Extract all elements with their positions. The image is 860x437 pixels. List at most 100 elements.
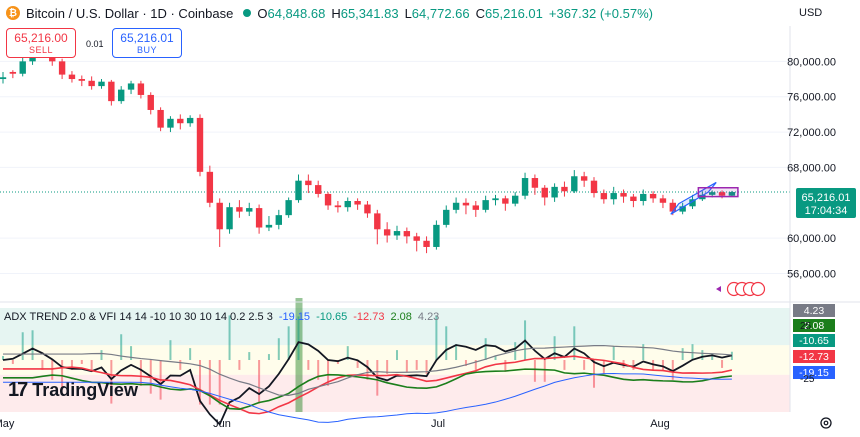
time-tick-label: Aug: [650, 418, 670, 430]
candle-body: [157, 109, 164, 128]
candle-body: [443, 209, 450, 225]
indicator-series: [2, 315, 733, 426]
candle-body: [246, 208, 253, 212]
indicator-badge: [793, 304, 835, 317]
candle-body: [433, 224, 440, 247]
spread-value: 0.01: [86, 39, 104, 49]
tradingview-logo[interactable]: 17 TradingView: [8, 379, 138, 402]
indicator-badge-value: 4.23: [804, 305, 825, 317]
time-axis[interactable]: May Jun Jul Aug: [0, 418, 670, 430]
candle-body: [659, 198, 667, 203]
candle-body: [709, 192, 716, 195]
indicator-legend[interactable]: ADX TREND 2.0 & VFI 14 14 -10 10 30 10 1…: [4, 311, 439, 323]
candle-body: [68, 74, 76, 80]
close-value: 65,216.01: [485, 5, 543, 21]
candle-body: [196, 117, 204, 172]
candle-body: [640, 193, 647, 202]
price-tick-label: 76,000.00: [787, 92, 836, 104]
change-value: +367.32 (+0.57%): [548, 5, 653, 21]
candle-body: [531, 178, 539, 188]
trend-drawing[interactable]: [670, 181, 766, 297]
symbol-header: ₿ Bitcoin / U.S. Dollar · 1D · Coinbase …: [0, 0, 790, 26]
indicator-badge: [793, 319, 835, 332]
current-price-badge: 65,216.01 17:04:34: [796, 188, 856, 218]
candle-body: [9, 71, 17, 74]
candle-body: [383, 229, 391, 236]
candle-body: [167, 118, 174, 128]
sell-button[interactable]: 65,216.00 SELL: [6, 28, 76, 58]
indicator-line: [3, 344, 732, 396]
candle-body: [423, 240, 430, 247]
indicator-badge-value: -12.73: [799, 351, 829, 363]
candle-body: [98, 81, 105, 87]
indicator-badge-value: -10.65: [799, 335, 829, 347]
indicator-badge: [793, 366, 835, 379]
candle-body: [472, 205, 479, 210]
time-tick-label: Jun: [213, 418, 231, 430]
candle-body: [295, 180, 302, 201]
bitcoin-icon: ₿: [6, 6, 20, 20]
time-tick-label: Jul: [431, 418, 445, 430]
candle-body: [0, 77, 7, 80]
candle-body: [206, 171, 214, 203]
candle-body: [728, 192, 736, 196]
indicator-value-2: -10.65: [316, 311, 348, 323]
close-label: C: [475, 5, 486, 21]
indicator-background: [0, 298, 790, 412]
candle-body: [482, 200, 489, 210]
price-axis[interactable]: 80,000.00 76,000.00 72,000.00 68,000.00 60,0…: [787, 56, 836, 280]
price-tick-label: 60,000.00: [787, 233, 836, 245]
rectangle-drawing[interactable]: [697, 186, 739, 198]
candle-body: [413, 236, 420, 241]
economic-event-icon[interactable]: [750, 281, 766, 297]
candle-body: [512, 195, 519, 204]
candle-body: [265, 224, 273, 228]
candle-body: [551, 186, 558, 198]
candle-body: [403, 231, 411, 237]
low-label: L: [404, 5, 412, 21]
sell-label: SELL: [28, 45, 54, 55]
symbol-title[interactable]: Bitcoin / U.S. Dollar · 1D · Coinbase: [26, 5, 234, 21]
candle-body: [58, 61, 66, 75]
candlestick-series: [0, 43, 736, 254]
candle-body: [118, 89, 125, 102]
buy-label: BUY: [136, 45, 157, 55]
candle-body: [620, 193, 627, 197]
candle-body: [127, 83, 135, 90]
indicator-tick-label: 25: [800, 321, 812, 332]
indicator-value-5: 4.23: [417, 311, 440, 323]
candle-body: [324, 193, 332, 206]
candle-body: [452, 202, 460, 210]
open-value: 64,848.68: [267, 5, 326, 21]
candle-body: [334, 205, 342, 208]
price-tick-label: 72,000.00: [787, 127, 836, 139]
candle-body: [502, 198, 509, 204]
indicator-tick-label: -25: [800, 374, 815, 385]
parallel-channel[interactable]: [670, 181, 717, 215]
candle-body: [689, 199, 696, 207]
candle-body: [186, 117, 194, 124]
candle-body: [580, 176, 588, 181]
sell-price: 65,216.00: [14, 31, 68, 45]
candle-body: [275, 215, 282, 225]
candle-body: [718, 192, 726, 196]
indicator-badge-value: -19.15: [799, 367, 829, 379]
candle-body: [561, 186, 568, 192]
candle-body: [610, 193, 617, 200]
high-label: H: [331, 5, 341, 21]
candle-body: [669, 202, 676, 212]
candle-body: [393, 231, 401, 236]
indicator-badge: [793, 350, 835, 363]
candle-body: [590, 180, 598, 194]
open-label: O: [257, 5, 268, 21]
buy-button[interactable]: 65,216.01 BUY: [112, 28, 182, 58]
currency-selector[interactable]: USD: [799, 7, 823, 19]
time-tick-label: May: [0, 418, 15, 430]
candle-body: [177, 118, 184, 124]
event-arrow-icon: [716, 286, 721, 292]
logo-text: TradingView: [32, 380, 138, 400]
indicator-badge: [793, 334, 835, 347]
candle-body: [108, 81, 115, 102]
gear-icon[interactable]: [820, 417, 832, 429]
